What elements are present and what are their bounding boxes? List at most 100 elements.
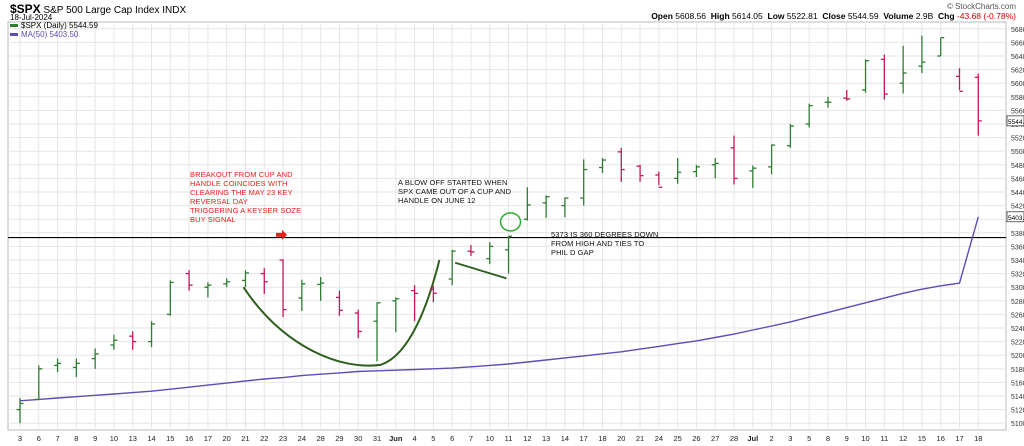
x-tick-label: 9 — [845, 434, 849, 443]
y-tick-label: 5620 — [1011, 68, 1024, 75]
x-tick-label: 18 — [598, 434, 606, 443]
last-price-tag-text: 5544.59 — [1008, 119, 1024, 126]
y-axis-labels: 5100 5120 5140 5160 5180 5200 5220 5240 5260 5280… — [1011, 27, 1024, 428]
open-value: 5608.56 — [675, 11, 707, 21]
ohlc-bar — [204, 282, 212, 298]
x-tick-label: 3 — [18, 434, 22, 443]
ohlc-bar — [411, 285, 419, 322]
ohlc-bar — [674, 158, 682, 184]
x-tick-label: 21 — [636, 434, 644, 443]
y-tick-label: 5340 — [1011, 258, 1024, 265]
x-tick-label: 24 — [298, 434, 306, 443]
ohlc-bar — [317, 277, 325, 301]
open-label: Open — [651, 11, 673, 21]
ohlc-bar — [749, 165, 757, 188]
x-tick-label: 29 — [335, 434, 343, 443]
x-tick-label: 20 — [617, 434, 625, 443]
ohlc-bar — [298, 279, 306, 311]
y-tick-label: 5160 — [1011, 380, 1024, 387]
ohlc-bar — [880, 54, 888, 100]
ohlc-bar — [223, 278, 231, 288]
ohlc-bar — [241, 270, 249, 288]
ohlc-bar — [655, 171, 663, 188]
y-tick-label: 5480 — [1011, 163, 1024, 170]
volume-value: 2.9B — [915, 11, 934, 21]
x-tick-label: 5 — [431, 434, 435, 443]
y-tick-label: 5280 — [1011, 299, 1024, 306]
ohlc-bar — [768, 144, 776, 175]
ohlc-bar — [72, 358, 80, 377]
ohlc-readout: Open 5608.56 High 5614.05 Low 5522.81 Cl… — [651, 11, 1016, 21]
note-breakout: BREAKOUT FROM CUP AND HANDLE COINCIDES W… — [190, 170, 302, 224]
chg-label: Chg — [938, 11, 955, 21]
ohlc-bar — [279, 259, 287, 318]
y-tick-label: 5320 — [1011, 272, 1024, 279]
x-tick-label: 26 — [692, 434, 700, 443]
x-tick-label: 7 — [469, 434, 473, 443]
last-price-tag-box — [1006, 115, 1024, 127]
ohlc-bar — [35, 365, 43, 401]
y-tick-label: 5640 — [1011, 54, 1024, 61]
ohlc-bar — [862, 59, 870, 93]
x-tick-label: 28 — [730, 434, 738, 443]
ohlc-bar — [91, 348, 99, 369]
ohlc-bar — [110, 334, 118, 350]
ma-swatch — [10, 33, 18, 37]
x-tick-label: 27 — [711, 434, 719, 443]
x-tick-label: 11 — [505, 434, 513, 443]
ohlc-bar — [956, 68, 963, 93]
ohlc-bar — [260, 268, 268, 294]
low-value: 5522.81 — [786, 11, 818, 21]
ohlc-bar — [16, 398, 24, 424]
x-axis-labels: 3 6 7 8 9 10 13 14 15 16 17 20 21 22 23 24 28 29 30 31 Jun 4 5… — [18, 434, 983, 443]
ohlc-bar — [523, 187, 531, 221]
ohlc-bar — [918, 35, 926, 73]
ohlc-bar — [148, 321, 156, 348]
ohlc-bar — [974, 73, 982, 136]
x-tick-label: 15 — [918, 434, 926, 443]
x-tick-label: 17 — [580, 434, 588, 443]
high-value: 5614.05 — [732, 11, 763, 21]
x-tick-label: 16 — [185, 434, 193, 443]
ohlc-bar — [636, 164, 644, 182]
brand-label: © StockCharts.com — [946, 2, 1016, 11]
price-tags: 5544.59 5403.50 — [1006, 115, 1024, 223]
ohlc-bar — [54, 358, 62, 373]
x-tick-label: 23 — [279, 434, 287, 443]
x-tick-label: 14 — [147, 434, 155, 443]
x-tick-label: 15 — [166, 434, 174, 443]
handle-line — [454, 261, 507, 280]
y-tick-label: 5140 — [1011, 394, 1024, 401]
ohlc-bar — [730, 135, 738, 185]
x-tick-label: 12 — [899, 434, 907, 443]
x-tick-label: Jun — [389, 434, 403, 443]
ohlc-bar — [711, 158, 719, 179]
y-tick-label: 5380 — [1011, 231, 1024, 238]
y-tick-label: 5460 — [1011, 176, 1024, 183]
y-tick-label: 5500 — [1011, 149, 1024, 156]
x-tick-label: 28 — [316, 434, 324, 443]
x-tick-label: 20 — [223, 434, 231, 443]
volume-label: Volume — [883, 11, 914, 21]
x-tick-label: 11 — [880, 434, 888, 443]
ohlc-bar — [824, 96, 832, 108]
x-tick-label: 10 — [861, 434, 869, 443]
x-tick-label: 12 — [523, 434, 531, 443]
ohlc-bar — [617, 147, 625, 182]
ohlc-bar — [786, 124, 794, 148]
ohlc-bar — [392, 297, 400, 333]
breakout-arrow-icon — [276, 229, 288, 240]
ohlc-bar — [486, 242, 494, 265]
x-tick-label: 8 — [74, 434, 78, 443]
note-blowoff: A BLOW OFF STARTED WHEN SPX CAME OUT OF … — [398, 178, 512, 205]
ohlc-bar — [692, 164, 700, 178]
x-tick-label: 5 — [807, 434, 811, 443]
x-tick-label: 4 — [413, 434, 417, 443]
ohlc-bar — [354, 309, 362, 339]
ohlc-bar — [937, 36, 945, 57]
ohlc-bar — [129, 331, 137, 350]
price-swatch — [10, 24, 18, 28]
ohlc-bar — [580, 159, 588, 206]
y-tick-label: 5180 — [1011, 367, 1024, 374]
ohlc-bar — [598, 158, 606, 173]
